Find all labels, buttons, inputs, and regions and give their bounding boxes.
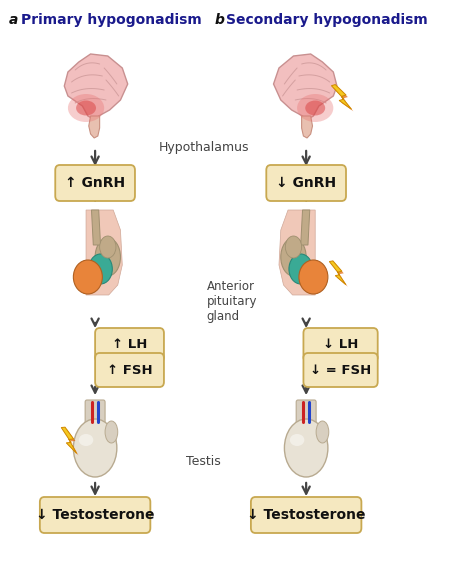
Text: Testis: Testis (187, 455, 221, 468)
FancyBboxPatch shape (251, 497, 361, 533)
Text: ↓ GnRH: ↓ GnRH (276, 176, 336, 190)
Polygon shape (329, 261, 346, 285)
Text: ↓ LH: ↓ LH (323, 339, 358, 351)
Text: Hypothalamus: Hypothalamus (158, 141, 249, 155)
Polygon shape (273, 54, 337, 120)
Ellipse shape (73, 260, 102, 294)
Polygon shape (86, 210, 122, 295)
FancyBboxPatch shape (296, 400, 316, 426)
Text: a: a (9, 13, 19, 27)
Text: Primary hypogonadism: Primary hypogonadism (21, 13, 202, 27)
Text: ↓ = FSH: ↓ = FSH (310, 364, 371, 376)
Ellipse shape (281, 238, 306, 276)
Polygon shape (63, 429, 78, 456)
Polygon shape (91, 210, 101, 245)
Text: ↓ Testosterone: ↓ Testosterone (36, 508, 154, 522)
Ellipse shape (100, 236, 116, 258)
Polygon shape (64, 54, 128, 120)
Ellipse shape (289, 254, 313, 284)
Polygon shape (279, 210, 315, 295)
Ellipse shape (73, 419, 117, 477)
FancyBboxPatch shape (40, 497, 150, 533)
Text: ↓ Testosterone: ↓ Testosterone (247, 508, 365, 522)
Ellipse shape (297, 94, 334, 122)
FancyBboxPatch shape (266, 165, 346, 201)
Text: Anterior
pituitary
gland: Anterior pituitary gland (207, 280, 257, 323)
Text: Secondary hypogonadism: Secondary hypogonadism (227, 13, 428, 27)
Ellipse shape (76, 101, 96, 115)
Polygon shape (333, 86, 354, 111)
Ellipse shape (316, 421, 329, 443)
Text: ↑ LH: ↑ LH (112, 339, 147, 351)
Text: b: b (215, 13, 224, 27)
FancyBboxPatch shape (95, 353, 164, 387)
Polygon shape (331, 85, 352, 109)
Polygon shape (61, 427, 77, 453)
Ellipse shape (305, 101, 325, 115)
Ellipse shape (89, 254, 112, 284)
Ellipse shape (299, 260, 328, 294)
Polygon shape (302, 116, 313, 138)
Ellipse shape (290, 434, 304, 446)
Ellipse shape (68, 94, 104, 122)
FancyBboxPatch shape (55, 165, 135, 201)
Ellipse shape (95, 238, 121, 276)
Polygon shape (89, 116, 100, 138)
Text: ↑ GnRH: ↑ GnRH (65, 176, 125, 190)
Ellipse shape (285, 236, 302, 258)
Ellipse shape (105, 421, 118, 443)
Ellipse shape (79, 434, 93, 446)
Text: ↑ FSH: ↑ FSH (107, 364, 152, 376)
FancyBboxPatch shape (303, 353, 378, 387)
FancyBboxPatch shape (85, 400, 105, 426)
FancyBboxPatch shape (303, 328, 378, 362)
Polygon shape (331, 263, 348, 287)
Ellipse shape (284, 419, 328, 477)
Polygon shape (301, 210, 310, 245)
FancyBboxPatch shape (95, 328, 164, 362)
